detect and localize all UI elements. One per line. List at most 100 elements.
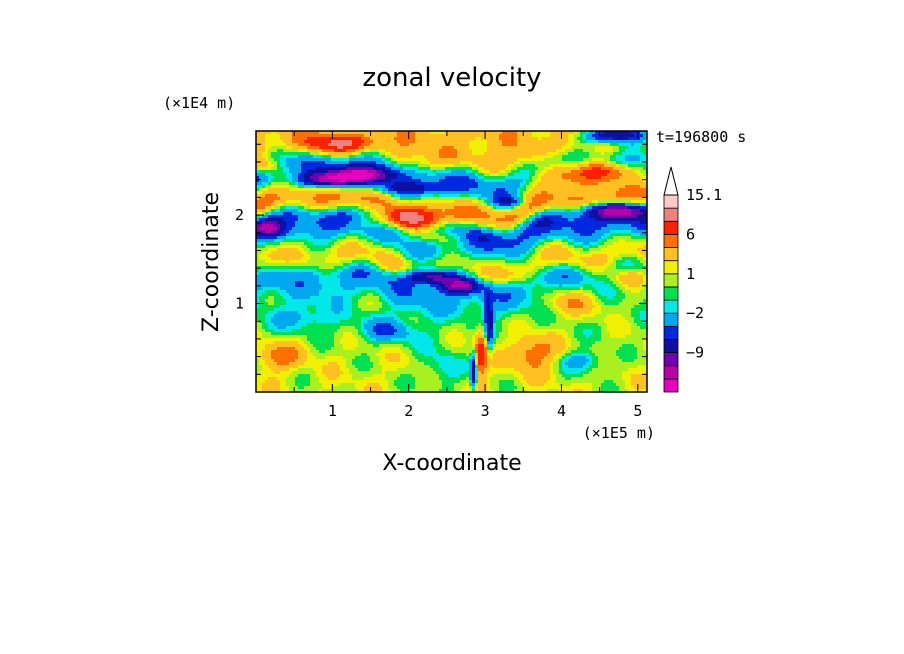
field-cell xyxy=(565,158,569,162)
field-cell xyxy=(322,215,326,219)
field-cell xyxy=(574,146,578,150)
field-cell xyxy=(574,239,578,243)
field-cell xyxy=(358,239,362,243)
field-cell xyxy=(616,146,620,150)
field-cell xyxy=(556,155,560,159)
field-cell xyxy=(265,200,269,204)
field-cell xyxy=(484,197,488,201)
field-cell xyxy=(403,197,407,201)
field-cell xyxy=(616,194,620,198)
field-cell xyxy=(475,203,479,207)
field-cell xyxy=(613,230,617,234)
field-cell xyxy=(463,230,467,234)
field-cell xyxy=(601,176,605,180)
field-cell xyxy=(559,197,563,201)
field-cell xyxy=(325,194,329,198)
field-cell xyxy=(355,227,359,231)
field-cell xyxy=(628,230,632,234)
field-cell xyxy=(460,233,464,237)
field-cell xyxy=(505,152,509,156)
field-cell xyxy=(277,143,281,147)
field-cell xyxy=(352,179,356,183)
field-cell xyxy=(262,188,266,192)
field-cell xyxy=(538,176,542,180)
field-cell xyxy=(595,233,599,237)
field-cell xyxy=(493,140,497,144)
field-cell xyxy=(259,245,263,249)
field-cell xyxy=(595,212,599,216)
field-cell xyxy=(538,230,542,234)
field-cell xyxy=(568,170,572,174)
field-cell xyxy=(280,143,284,147)
field-cell xyxy=(481,182,485,186)
field-cell xyxy=(619,167,623,171)
field-cell xyxy=(421,137,425,141)
field-cell xyxy=(508,134,512,138)
field-cell xyxy=(583,188,587,192)
field-cell xyxy=(496,188,500,192)
field-cell xyxy=(532,161,536,165)
field-cell xyxy=(505,179,509,183)
field-cell xyxy=(370,146,374,150)
field-cell xyxy=(292,242,296,246)
field-cell xyxy=(382,152,386,156)
field-cell xyxy=(358,230,362,234)
field-cell xyxy=(535,152,539,156)
field-cell xyxy=(301,131,305,135)
field-cell xyxy=(388,185,392,189)
field-cell xyxy=(640,170,644,174)
field-cell xyxy=(607,197,611,201)
field-cell xyxy=(613,212,617,216)
field-cell xyxy=(493,239,497,243)
field-cell xyxy=(580,233,584,237)
field-cell xyxy=(577,137,581,141)
field-cell xyxy=(586,242,590,246)
field-cell xyxy=(433,233,437,237)
field-cell xyxy=(547,137,551,141)
field-cell xyxy=(520,140,524,144)
field-cell xyxy=(592,203,596,207)
field-cell xyxy=(565,191,569,195)
field-cell xyxy=(472,233,476,237)
field-cell xyxy=(325,221,329,225)
field-cell xyxy=(430,164,434,168)
field-cell xyxy=(421,233,425,237)
field-cell xyxy=(616,137,620,141)
field-cell xyxy=(328,179,332,183)
field-cell xyxy=(529,227,533,231)
field-cell xyxy=(388,161,392,165)
field-cell xyxy=(529,143,533,147)
field-cell xyxy=(385,206,389,210)
field-cell xyxy=(637,239,641,243)
field-cell xyxy=(448,131,452,135)
field-cell xyxy=(337,152,341,156)
field-cell xyxy=(448,137,452,141)
field-cell xyxy=(436,215,440,219)
field-cell xyxy=(577,167,581,171)
field-cell xyxy=(607,137,611,141)
field-cell xyxy=(541,224,545,228)
field-cell xyxy=(328,176,332,180)
field-cell xyxy=(520,146,524,150)
field-cell xyxy=(319,182,323,186)
field-cell xyxy=(259,140,263,144)
field-cell xyxy=(448,233,452,237)
field-cell xyxy=(289,167,293,171)
field-cell xyxy=(571,170,575,174)
field-cell xyxy=(643,236,647,240)
field-cell xyxy=(304,158,308,162)
field-cell xyxy=(310,218,314,222)
field-cell xyxy=(301,230,305,234)
field-cell xyxy=(595,137,599,141)
field-cell xyxy=(562,182,566,186)
field-cell xyxy=(361,215,365,219)
field-cell xyxy=(463,227,467,231)
field-cell xyxy=(523,236,527,240)
field-cell xyxy=(511,221,515,225)
field-cell xyxy=(301,194,305,198)
field-cell xyxy=(532,176,536,180)
field-cell xyxy=(490,239,494,243)
field-cell xyxy=(280,158,284,162)
field-cell xyxy=(550,143,554,147)
field-cell xyxy=(274,197,278,201)
